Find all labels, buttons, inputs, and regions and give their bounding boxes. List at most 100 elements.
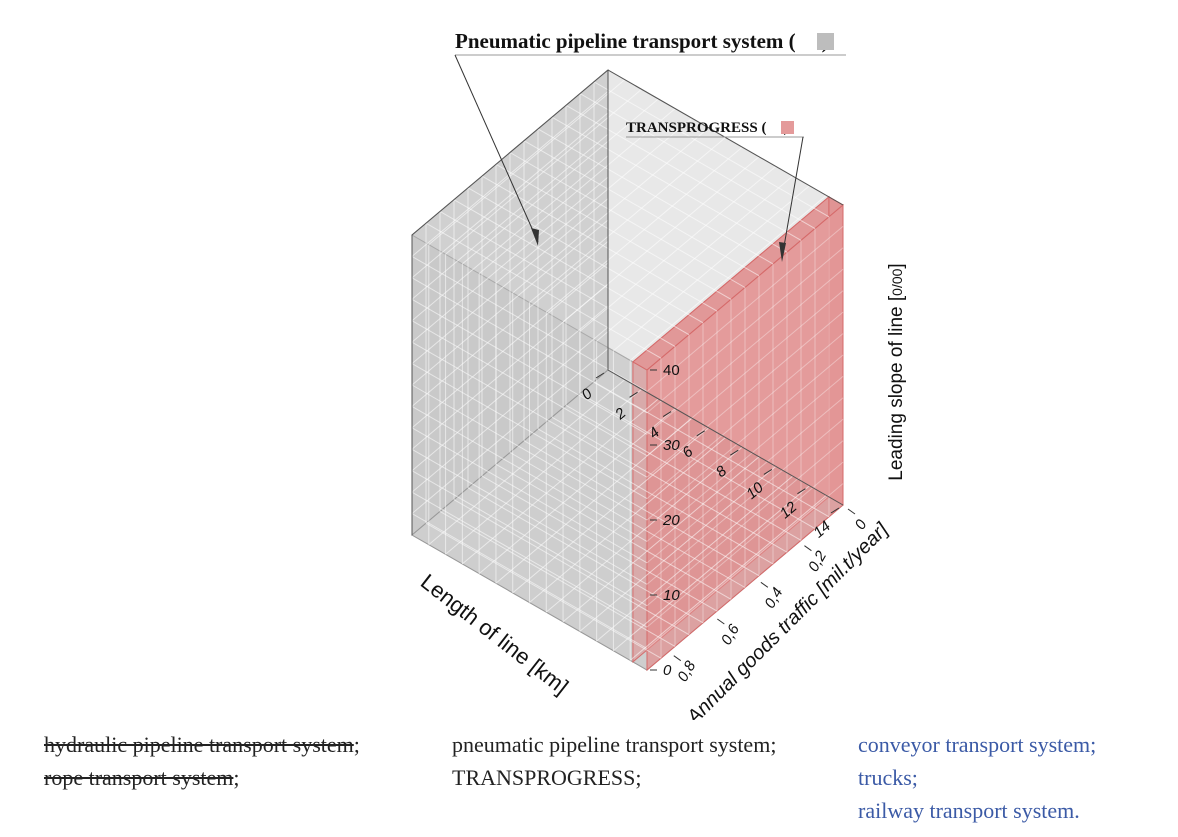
pneumatic-arrowhead [531,228,539,246]
tick-mark [629,391,638,398]
box-grid [411,79,844,661]
floor-grid-line [629,494,827,661]
legend-rope-text: rope transport system [44,765,234,790]
transprogress-grid-line [646,440,844,607]
floor-grid-line [481,475,718,612]
top-grid-line [613,185,810,352]
floor-grid-line [453,499,690,636]
tick-mark [662,411,672,417]
pneumatic-annotation: Pneumatic pipeline transport system () [454,29,846,246]
pneumatic-leader [454,54,539,243]
floor-grid-line [596,475,793,642]
top-grid-line [579,166,777,332]
z-axis-title-main: Leading slope of line [ [886,295,907,481]
legend-sep: ; [233,765,240,790]
z-axis-title: Leading slope of line [0/00] [886,263,907,480]
transprogress-face [646,203,844,672]
tick-mark [830,507,840,514]
legend-item-rope: rope transport system; [44,761,360,794]
transprogress-arrowhead [779,242,786,262]
tick-mark [696,430,705,437]
box-faces [411,68,844,672]
side-grid-line [411,176,609,343]
top-grid-line [467,187,704,324]
transprogress-grid-line [646,226,844,392]
legend-item-transprogress: TRANSPROGRESS; [452,765,642,790]
legend-item-pneumatic: pneumatic pipeline transport system; [452,732,777,757]
y-tick-label: 0,6 [718,621,743,648]
z-tick-label: 0 [663,662,672,679]
tick-mark [804,545,812,552]
floor-grid-line [579,466,777,632]
floor-grid-line [425,522,662,659]
legend-hydraulic-text: hydraulic pipeline transport system [44,732,354,757]
z-tick-label: 10 [663,587,680,604]
tick-mark [730,449,739,456]
top-grid-line [439,210,676,347]
transprogress-grid-line [646,418,844,585]
top-grid-line [495,163,732,300]
transprogress-annotation: TRANSPROGRESS () [626,120,804,262]
transprogress-label: TRANSPROGRESS () [626,120,788,136]
legend-item-conveyor: conveyor transport system; [858,732,1097,757]
back-grid-line [411,320,648,457]
side-grid-line [411,112,609,279]
transprogress-swatch [781,121,794,134]
top-grid-line [596,175,793,342]
top-grid-line [629,194,827,361]
floor-grid-line [467,487,704,624]
transprogress-grid-line [646,333,844,499]
legend-col-2: pneumatic pipeline transport system; TRA… [452,728,776,794]
transprogress-grid-line [646,311,844,478]
tick-mark [717,618,725,625]
tick-mark [797,488,806,495]
top-grid-line [481,175,718,312]
legend-col-1: hydraulic pipeline transport system; rop… [44,728,360,794]
back-grid-line [411,298,648,435]
box-edge [607,369,844,506]
transprogress-grid-line [646,483,844,649]
back-grid-line [411,363,648,500]
side-grid-line [411,219,609,386]
tick-mark [595,372,605,379]
tick-mark [847,508,856,515]
legend-item-hydraulic: hydraulic pipeline transport system; [44,728,360,761]
z-tick-label: 30 [663,437,680,454]
floor-grid-line [562,456,760,623]
pneumatic-swatch [817,33,834,50]
back-grid-line [411,277,648,414]
floor-grid-line [439,510,676,647]
tick-mark [763,469,773,475]
transprogress-grid-line [646,376,844,542]
pneumatic-label: Pneumatic pipeline transport system () [455,29,829,53]
box-edge [411,69,609,236]
transprogress-grid-line [646,268,844,435]
side-grid-line [411,91,609,257]
transprogress-grid-line [646,290,844,457]
tick-mark [760,581,769,588]
side-grid-line [411,155,609,322]
transprogress-grid-line [646,247,844,414]
transprogress-leader [781,136,804,259]
transprogress-label-text: TRANSPROGRESS ( [626,120,766,136]
floor-grid-line [509,452,746,588]
top-grid-line [509,152,746,288]
back-grid-line [411,341,648,478]
z-tick-label: 40 [663,362,680,379]
top-grid-line [545,146,743,313]
pneumatic-label-text: Pneumatic pipeline transport system ( [455,29,796,53]
top-grid-line [425,222,662,359]
top-grid-line [562,156,760,323]
floor-grid-line [545,446,743,613]
legend-item-railway: railway transport system. [858,798,1080,823]
back-grid-line [411,384,648,521]
transprogress-grid-line [646,461,844,628]
y-tick-label: 0,8 [674,658,699,685]
transprogress-grid-line [646,354,844,521]
transprogress-grid-line [646,397,844,564]
top-grid-line [453,199,690,336]
y-tick-label: 0,4 [761,585,786,612]
z-axis-title-close: ] [886,263,907,268]
z-axis-title-unit: 0/00 [889,268,905,295]
